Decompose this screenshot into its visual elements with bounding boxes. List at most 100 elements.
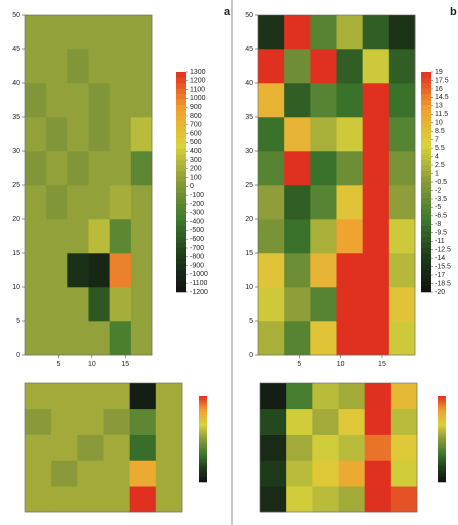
colorbar-segment (199, 480, 207, 482)
heatmap-cell (284, 117, 310, 151)
y-tick-label: 35 (12, 114, 20, 121)
heatmap-cell (337, 185, 363, 219)
heatmap-cell (365, 383, 391, 409)
heatmap-cell (284, 287, 310, 321)
colorbar-segment (176, 281, 186, 287)
colorbar-tick-label: 4 (435, 153, 439, 160)
heatmap-cell (339, 486, 365, 512)
y-tick-label: 40 (245, 80, 253, 87)
colorbar-segment (438, 415, 446, 417)
heatmap-cell (51, 409, 77, 435)
colorbar-segment (438, 476, 446, 478)
heatmap-cell (25, 383, 51, 409)
colorbar-segment (438, 448, 446, 450)
heatmap-cell (258, 83, 284, 117)
colorbar-segment (421, 237, 431, 243)
heatmap-cell (89, 219, 110, 253)
colorbar-segment (438, 471, 446, 473)
heatmap-cell (260, 486, 286, 512)
colorbar-segment (176, 270, 186, 276)
colorbar-segment (199, 424, 207, 426)
heatmap-cell (363, 253, 389, 287)
colorbar-segment (438, 454, 446, 456)
colorbar-tick-label: 1000 (190, 95, 206, 102)
colorbar-segment (421, 138, 431, 144)
heatmap-cell (25, 321, 46, 355)
colorbar-segment (199, 418, 207, 420)
heatmap-cell (310, 287, 336, 321)
colorbar-tick-label: 7 (435, 137, 439, 144)
colorbar-segment (438, 467, 446, 469)
colorbar-segment (438, 445, 446, 447)
heatmap-cell (77, 486, 103, 512)
heatmap-cell (310, 185, 336, 219)
heatmap-cell (67, 49, 88, 83)
heatmap-cell (25, 117, 46, 151)
heatmap-cell (67, 185, 88, 219)
heatmap-cell (131, 117, 152, 151)
colorbar-segment (421, 83, 431, 89)
heatmap-cell (131, 151, 152, 185)
colorbar-segment (199, 458, 207, 460)
heatmap-cell (391, 460, 417, 486)
colorbar-segment (176, 111, 186, 117)
heatmap-cell (131, 287, 152, 321)
heatmap-cell (46, 185, 67, 219)
colorbar-segment (438, 452, 446, 454)
heatmap-cell (46, 15, 67, 49)
heatmap-cell (312, 383, 338, 409)
heatmap-cell (110, 15, 131, 49)
colorbar-segment (199, 413, 207, 415)
heatmap-cell (156, 486, 182, 512)
heatmap-cell (258, 253, 284, 287)
colorbar-segment (438, 413, 446, 415)
y-tick-label: 5 (16, 318, 20, 325)
heatmap-cell (339, 409, 365, 435)
colorbar-segment (438, 411, 446, 413)
colorbar-tick-label: -600 (190, 236, 204, 243)
colorbar-segment (421, 122, 431, 128)
heatmap-cell (110, 287, 131, 321)
x-tick-label: 5 (297, 361, 301, 368)
colorbar-segment (421, 265, 431, 271)
heatmap-cell (363, 117, 389, 151)
heatmap-cell (260, 460, 286, 486)
heatmap-cell (337, 151, 363, 185)
heatmap-cell (363, 287, 389, 321)
colorbar-segment (176, 127, 186, 133)
colorbar-segment (421, 116, 431, 122)
colorbar-segment (421, 232, 431, 238)
heatmap-cell (131, 49, 152, 83)
x-tick-label: 5 (56, 361, 60, 368)
colorbar-segment (438, 441, 446, 443)
heatmap-cell (363, 185, 389, 219)
colorbar-segment (176, 232, 186, 238)
heatmap-cell (258, 151, 284, 185)
heatmap-cell (363, 15, 389, 49)
colorbar-tick-label: 900 (190, 104, 202, 111)
heatmap-cell (25, 83, 46, 117)
heatmap-cell (89, 287, 110, 321)
heatmap-cell (310, 49, 336, 83)
heatmap-cell (337, 15, 363, 49)
colorbar-segment (199, 473, 207, 475)
colorbar-segment (176, 100, 186, 106)
colorbar-tick-label: -1000 (190, 271, 208, 278)
heatmap-cell (77, 460, 103, 486)
colorbar-tick-label: 500 (190, 139, 202, 146)
heatmap-cell (284, 321, 310, 355)
heatmap-cell (258, 287, 284, 321)
x-tick-label: 15 (121, 361, 129, 368)
heatmap-cell (389, 117, 415, 151)
heatmap-cell (67, 15, 88, 49)
colorbar-tick-label: -6.5 (435, 213, 447, 220)
colorbar-segment (438, 396, 446, 398)
heatmap-cell (284, 185, 310, 219)
heatmap-cell (131, 15, 152, 49)
colorbar-tick-label: -5 (435, 204, 441, 211)
heatmap-cell (258, 321, 284, 355)
heatmap-cell (389, 253, 415, 287)
colorbar-tick-label: -100 (190, 192, 204, 199)
colorbar-tick-label: -17 (435, 272, 445, 279)
heatmap-cell (25, 185, 46, 219)
